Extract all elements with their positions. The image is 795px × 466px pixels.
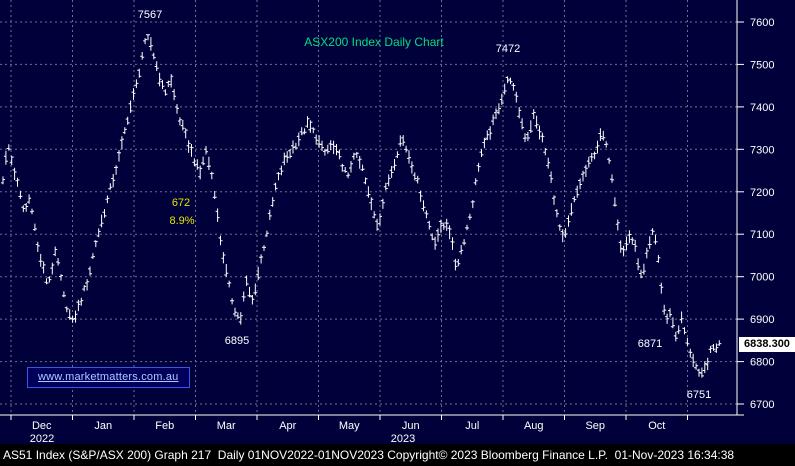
svg-text:7600: 7600 <box>750 17 774 29</box>
svg-text:6800: 6800 <box>750 357 774 369</box>
svg-text:Apr: Apr <box>279 420 296 432</box>
annotation-low-6871: 6871 <box>638 338 662 350</box>
svg-text:Jun: Jun <box>402 420 420 432</box>
svg-text:May: May <box>339 420 360 432</box>
svg-text:2022: 2022 <box>30 433 54 444</box>
svg-text:Oct: Oct <box>648 420 665 432</box>
x-axis-labels: Dec Jan Feb Mar Apr May Jun Jul Aug Sep Oct 2022 202… <box>30 420 666 444</box>
y-axis-labels: 6700 6800 6900 7000 7100 7200 7300 7400 7500 7600 <box>750 17 774 411</box>
asx200-daily-chart: 6700 6800 6900 7000 7100 7200 7300 7400 7500 7600… <box>0 0 774 444</box>
annotation-low-6895: 6895 <box>225 335 249 347</box>
status-bar: AS51 Index (S&P/ASX 200) Graph 217 Daily… <box>0 444 795 466</box>
svg-text:Dec: Dec <box>32 420 52 432</box>
svg-text:7500: 7500 <box>750 59 774 71</box>
annotation-decline-points: 672 <box>172 197 190 209</box>
svg-text:7400: 7400 <box>750 102 774 114</box>
svg-text:Sep: Sep <box>585 420 605 432</box>
axis-lines <box>0 0 744 420</box>
svg-text:6700: 6700 <box>750 399 774 411</box>
svg-text:Aug: Aug <box>524 420 544 432</box>
svg-text:Feb: Feb <box>155 420 174 432</box>
svg-text:2023: 2023 <box>391 433 415 444</box>
annotation-peak-7567: 7567 <box>138 9 162 21</box>
gridlines <box>0 0 737 415</box>
ohlc-bars <box>1 34 722 378</box>
annotation-low-6751: 6751 <box>687 389 711 401</box>
svg-text:Jan: Jan <box>94 420 112 432</box>
svg-text:7200: 7200 <box>750 187 774 199</box>
svg-text:Jul: Jul <box>465 420 479 432</box>
annotation-chart-title: ASX200 Index Daily Chart <box>304 35 444 49</box>
chart-annotations: 7567 ASX200 Index Daily Chart 7472 672 8.9% 6… <box>138 9 711 401</box>
svg-text:7000: 7000 <box>750 272 774 284</box>
last-price-tag: 6838.300 <box>739 337 795 352</box>
svg-text:6900: 6900 <box>750 314 774 326</box>
svg-text:7100: 7100 <box>750 229 774 241</box>
marketmatters-watermark-link[interactable]: www.marketmatters.com.au <box>27 367 190 388</box>
svg-text:Mar: Mar <box>217 420 236 432</box>
svg-text:7300: 7300 <box>750 144 774 156</box>
annotation-decline-percent: 8.9% <box>169 215 194 227</box>
annotation-high-7472: 7472 <box>496 43 520 55</box>
